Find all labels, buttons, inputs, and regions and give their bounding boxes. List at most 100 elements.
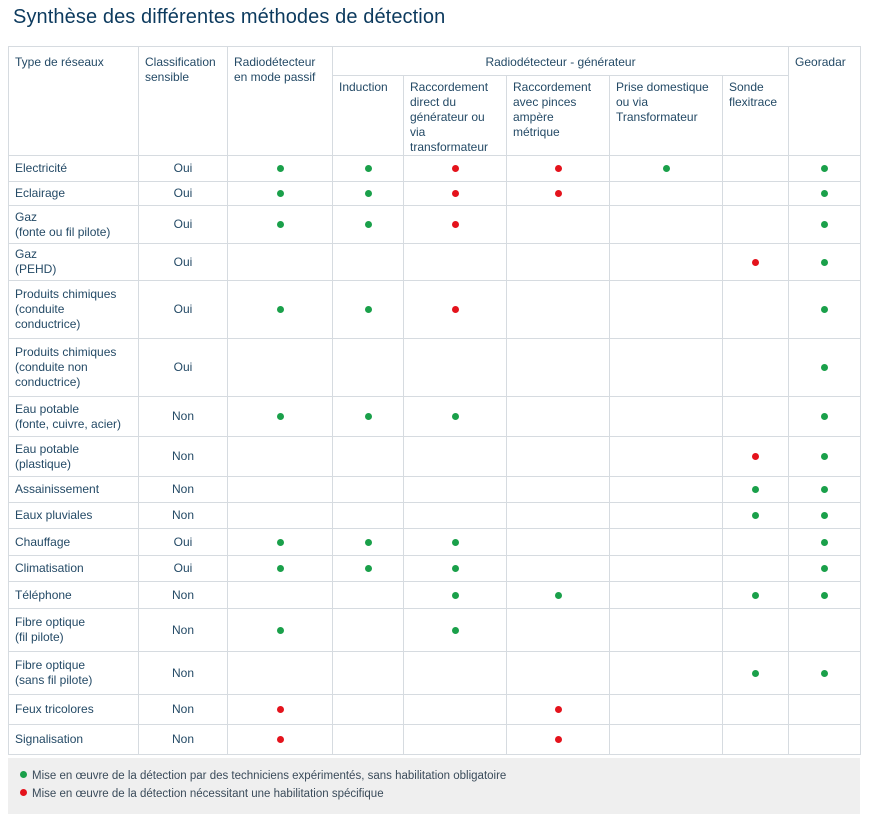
subheader-induction: Induction xyxy=(332,75,404,156)
method-cell xyxy=(788,502,862,529)
green-dot-icon xyxy=(821,453,829,461)
method-cell xyxy=(403,651,507,695)
method-cell xyxy=(721,155,790,182)
method-cell xyxy=(227,502,333,529)
method-cell xyxy=(403,155,507,182)
method-cell xyxy=(332,528,404,556)
method-cell xyxy=(332,581,404,609)
method-cell xyxy=(721,651,790,695)
table-row: Produits chimiques (conduite non conductri… xyxy=(8,338,862,397)
green-dot-icon xyxy=(821,413,829,421)
method-cell xyxy=(609,396,723,437)
method-cell xyxy=(332,476,404,503)
green-dot-icon xyxy=(276,565,284,573)
green-dot-icon xyxy=(364,538,372,546)
method-cell xyxy=(721,280,790,339)
method-cell xyxy=(227,338,333,397)
method-cell xyxy=(609,280,723,339)
green-dot-icon xyxy=(364,165,372,173)
method-cell xyxy=(506,608,610,652)
red-dot-icon xyxy=(554,706,562,714)
table-row: Eaux pluviales Non xyxy=(8,502,862,529)
network-type-cell: Eclairage xyxy=(8,181,139,206)
method-cell xyxy=(403,436,507,477)
green-dot-icon xyxy=(276,221,284,229)
subheader-raccordement-pinces: Raccordement avec pinces ampère métrique xyxy=(506,75,610,156)
subheader-prise-domestique: Prise domestique ou via Transformateur xyxy=(609,75,723,156)
green-dot-icon xyxy=(821,221,829,229)
method-cell xyxy=(721,724,790,755)
method-cell xyxy=(609,181,723,206)
method-cell xyxy=(227,181,333,206)
method-cell xyxy=(788,338,862,397)
method-cell xyxy=(332,396,404,437)
green-dot-icon xyxy=(821,565,829,573)
green-dot-icon xyxy=(364,306,372,314)
method-cell xyxy=(506,181,610,206)
method-cell xyxy=(721,581,790,609)
classification-cell: Oui xyxy=(138,528,228,556)
method-cell xyxy=(403,555,507,582)
green-dot-icon xyxy=(364,190,372,198)
method-cell xyxy=(609,502,723,529)
network-type-line: Assainissement xyxy=(15,482,100,496)
header-generateur: Radiodétecteur - générateur xyxy=(331,46,790,76)
green-dot-icon xyxy=(276,413,284,421)
network-type-cell: Produits chimiques (conduite non conductri… xyxy=(8,338,139,397)
red-dot-icon xyxy=(276,706,284,714)
table-row: Assainissement Non xyxy=(8,476,862,503)
method-cell xyxy=(721,338,790,397)
method-cell xyxy=(721,205,790,244)
table-row: Gaz (fonte ou fil pilote) Oui xyxy=(8,205,862,244)
method-cell xyxy=(403,181,507,206)
green-dot-icon xyxy=(752,669,760,677)
network-type-line: Signalisation xyxy=(15,732,84,746)
network-type-cell: Produits chimiques (conduite conductrice) xyxy=(8,280,139,339)
method-cell xyxy=(609,608,723,652)
network-type-line: Produits chimiques xyxy=(15,345,117,359)
table-row: Eau potable (fonte, cuivre, acier) Non xyxy=(8,396,862,437)
method-cell xyxy=(721,396,790,437)
method-cell xyxy=(506,436,610,477)
network-type-cell: Fibre optique (sans fil pilote) xyxy=(8,651,139,695)
classification-cell: Non xyxy=(138,396,228,437)
table-row: Eclairage Oui xyxy=(8,181,862,206)
network-type-cell: Feux tricolores xyxy=(8,694,139,725)
method-cell xyxy=(403,694,507,725)
method-cell xyxy=(788,436,862,477)
network-type-line: Feux tricolores xyxy=(15,702,94,716)
method-cell xyxy=(788,528,862,556)
network-type-cell: Climatisation xyxy=(8,555,139,582)
header-classification: Classification sensible xyxy=(138,46,228,156)
green-dot-icon xyxy=(752,512,760,520)
method-cell xyxy=(609,581,723,609)
table-row: Téléphone Non xyxy=(8,581,862,609)
method-cell xyxy=(227,155,333,182)
method-cell xyxy=(227,436,333,477)
method-cell xyxy=(609,528,723,556)
network-type-line: (fonte, cuivre, acier) xyxy=(15,416,122,431)
method-cell xyxy=(721,181,790,206)
red-dot-icon xyxy=(554,190,562,198)
green-dot-icon xyxy=(752,486,760,494)
red-dot-icon xyxy=(752,258,760,266)
table-row: Fibre optique (sans fil pilote) Non xyxy=(8,651,862,695)
method-cell xyxy=(332,651,404,695)
method-cell xyxy=(721,476,790,503)
method-cell xyxy=(332,436,404,477)
method-cell xyxy=(721,608,790,652)
method-cell xyxy=(788,181,862,206)
method-cell xyxy=(721,694,790,725)
method-cell xyxy=(506,555,610,582)
network-type-line: Produits chimiques xyxy=(15,287,117,301)
red-dot-icon xyxy=(451,306,459,314)
method-cell xyxy=(506,694,610,725)
green-dot-icon xyxy=(451,591,459,599)
network-type-cell: Gaz (PEHD) xyxy=(8,243,139,281)
method-cell xyxy=(609,555,723,582)
green-dot-icon xyxy=(276,626,284,634)
green-dot-icon xyxy=(752,591,760,599)
table-row: Eau potable (plastique) Non xyxy=(8,436,862,477)
method-cell xyxy=(506,502,610,529)
network-type-cell: Téléphone xyxy=(8,581,139,609)
